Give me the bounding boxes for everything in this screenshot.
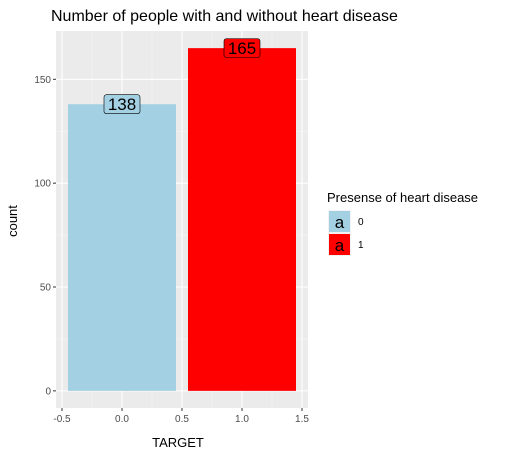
legend-key-glyph-0: a [335, 213, 345, 232]
data-label-box-0 [103, 94, 141, 115]
legend-title: Presense of heart disease [327, 190, 478, 205]
x-tick-label: 1.0 [235, 414, 249, 425]
x-axis-title: TARGET [152, 435, 204, 450]
legend-key-glyph-1: a [335, 236, 345, 255]
data-labels: 138 165 [103, 38, 261, 115]
x-tick-label: 0.5 [175, 414, 189, 425]
x-tick-label: 1.5 [295, 414, 309, 425]
data-label-box-1 [223, 38, 261, 58]
legend-key-1 [329, 234, 350, 255]
y-tick-label: 150 [34, 75, 51, 86]
legend: Presense of heart disease a 0 a 1 [327, 190, 478, 256]
x-tick-label: 0.0 [115, 414, 129, 425]
legend-label-0: 0 [358, 217, 364, 228]
data-label-0: 138 [108, 95, 136, 114]
y-axis: 0 50 100 150 [34, 75, 56, 397]
x-axis: -0.5 0.0 0.5 1.0 1.5 [53, 408, 309, 425]
bar-1 [188, 48, 296, 391]
bars [68, 48, 296, 391]
bar-0 [68, 104, 176, 391]
chart-title: Number of people with and without heart … [51, 8, 398, 25]
x-tick-label: -0.5 [53, 414, 71, 425]
y-tick-label: 100 [34, 179, 51, 190]
data-label-1: 165 [228, 39, 256, 58]
y-axis-title: count [5, 205, 20, 237]
legend-key-0 [329, 211, 350, 232]
y-tick-label: 0 [45, 386, 51, 397]
y-tick-label: 50 [40, 283, 52, 294]
legend-label-1: 1 [358, 240, 364, 251]
